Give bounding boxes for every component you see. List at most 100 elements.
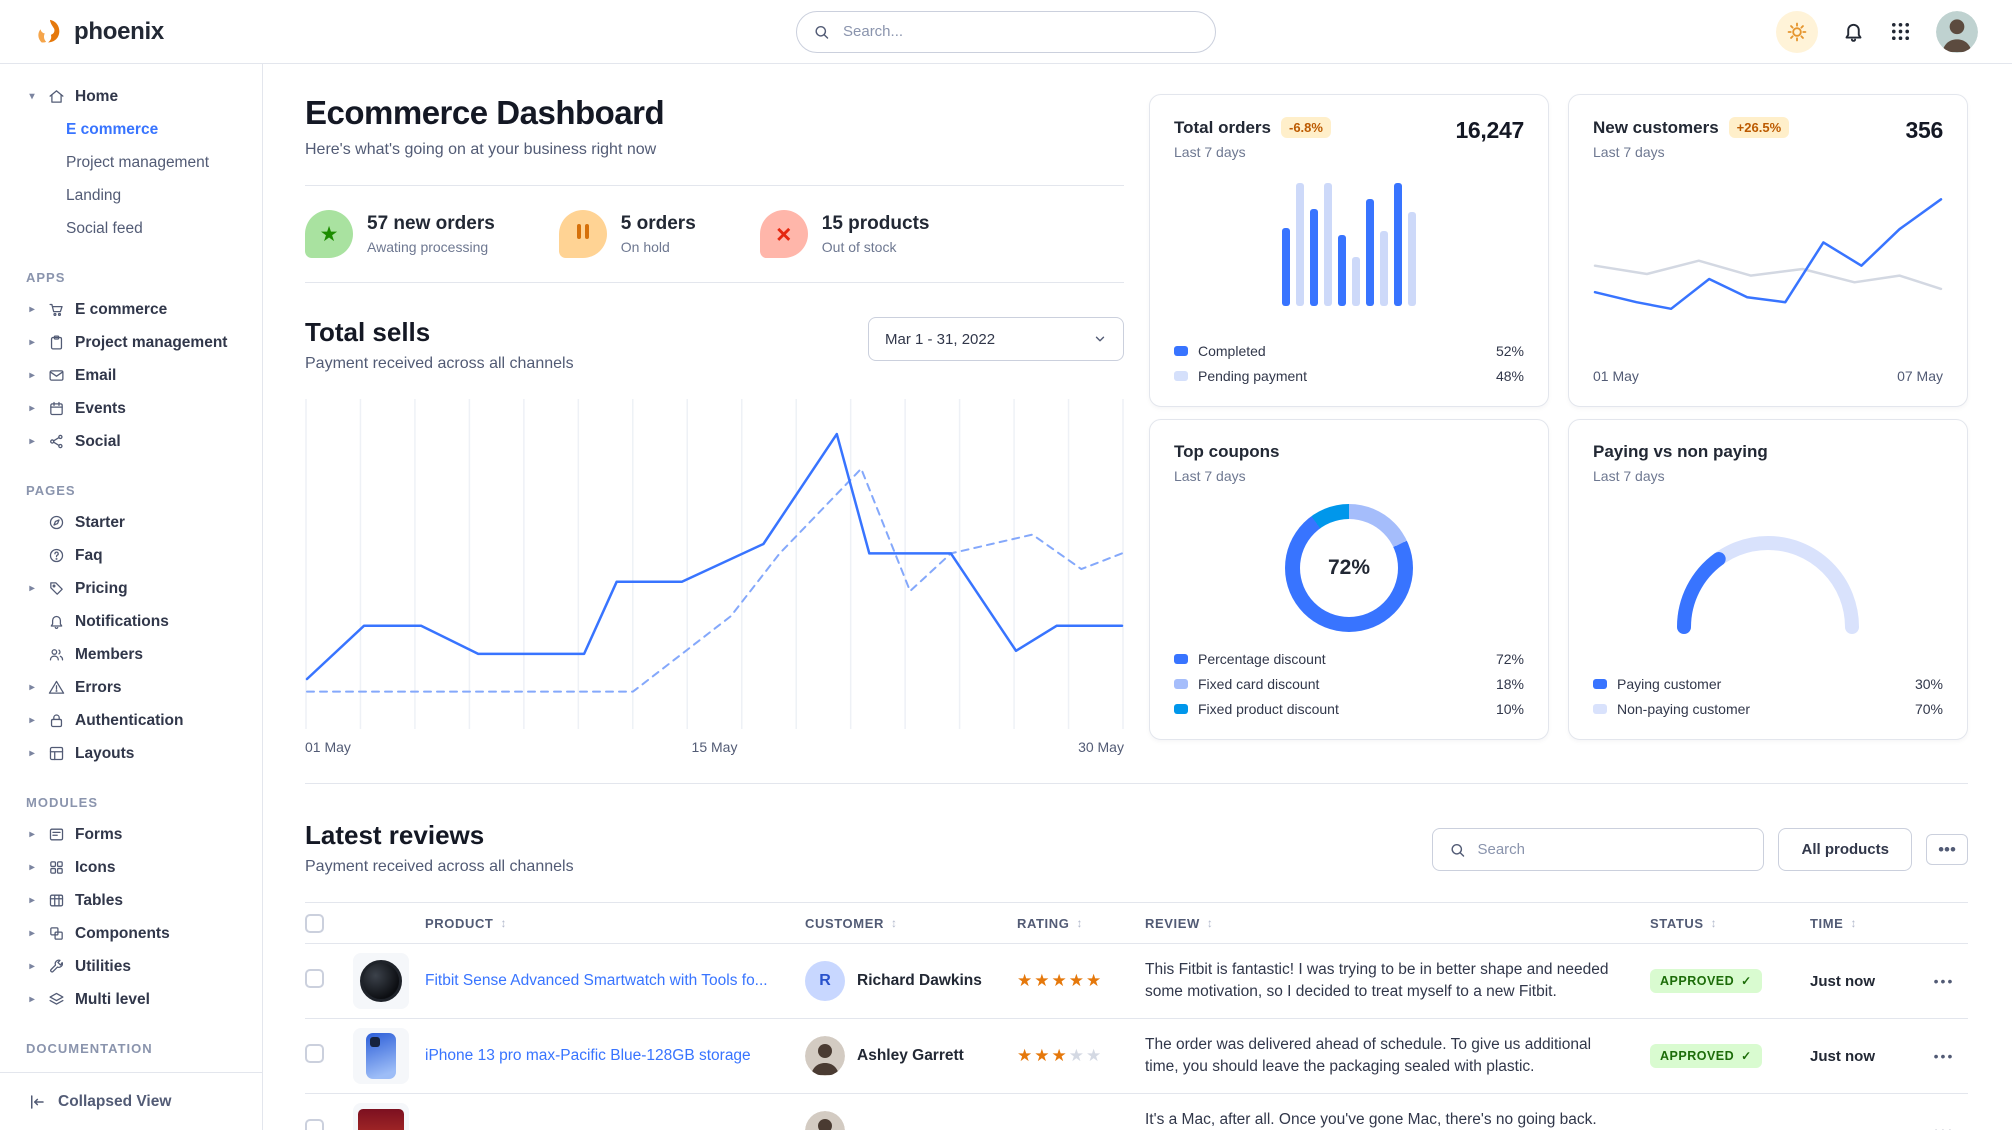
brand-logo[interactable]: phoenix — [34, 17, 164, 47]
select-all-checkbox[interactable] — [305, 913, 324, 933]
row-actions-button[interactable]: ••• — [1920, 1123, 1968, 1130]
paying-title: Paying vs non paying — [1593, 442, 1768, 461]
sidebar-item-label: Errors — [75, 678, 122, 696]
status-badge: APPROVED ✓ — [1650, 1044, 1762, 1068]
topbar: phoenix — [0, 0, 2012, 64]
sidebar-section-label-modules: MODULES — [26, 795, 98, 810]
top-coupons-chart: 72% — [1174, 484, 1524, 651]
sidebar-item-label: Pricing — [75, 579, 128, 597]
reviews-table: PRODUCT ↕ CUSTOMER ↕ RATING ↕ REVIEW ↕ STATU… — [305, 902, 1968, 1130]
chevron-down-icon — [1093, 332, 1107, 346]
avatar[interactable]: R — [805, 961, 845, 1001]
sidebar-item-forms[interactable]: ▸ Forms — [0, 818, 262, 851]
collapse-view-button[interactable]: Collapsed View — [0, 1072, 262, 1130]
sidebar-item-layouts[interactable]: ▸ Layouts — [0, 737, 262, 770]
sidebar-item-starter[interactable]: Starter — [0, 506, 262, 539]
order-bar — [1310, 208, 1318, 306]
check-icon: ✓ — [1741, 974, 1752, 988]
sidebar-item-project-management[interactable]: ▸ Project management — [0, 326, 262, 359]
sidebar-nav: ▾ Home E commerce Project management Landing… — [0, 80, 262, 1057]
table-icon — [48, 892, 65, 909]
sort-icon: ↕ — [1076, 916, 1084, 930]
x-label-end: 07 May — [1897, 368, 1943, 384]
row-checkbox[interactable] — [305, 1044, 324, 1063]
col-rating[interactable]: RATING ↕ — [1017, 915, 1084, 931]
paying-period: Last 7 days — [1593, 468, 1665, 484]
sidebar-item-utilities[interactable]: ▸ Utilities — [0, 950, 262, 983]
share-icon — [48, 433, 65, 450]
sidebar-item-home[interactable]: ▾ Home — [0, 80, 262, 113]
sidebar-item-faq[interactable]: Faq — [0, 539, 262, 572]
sidebar-item-authentication[interactable]: ▸ Authentication — [0, 704, 262, 737]
collapse-view-label: Collapsed View — [58, 1092, 172, 1110]
avatar[interactable] — [805, 1036, 845, 1076]
donut-center-label: 72% — [1300, 518, 1398, 617]
legend-percentage-discount: Percentage discount 72% — [1174, 651, 1524, 667]
all-products-button[interactable]: All products — [1778, 828, 1912, 871]
layout-icon — [48, 745, 65, 762]
sidebar-item-social-feed[interactable]: Social feed — [0, 212, 262, 245]
reviews-more-button[interactable]: ••• — [1926, 834, 1968, 865]
row-checkbox[interactable] — [305, 1119, 324, 1130]
review-text: The order was delivered ahead of schedul… — [1145, 1035, 1592, 1075]
date-range-select[interactable]: Mar 1 - 31, 2022 — [868, 317, 1124, 361]
col-review[interactable]: REVIEW ↕ — [1145, 915, 1214, 931]
col-time[interactable]: TIME ↕ — [1810, 915, 1858, 931]
sidebar-item-landing[interactable]: Landing — [0, 179, 262, 212]
reviews-subtitle: Payment received across all channels — [305, 858, 574, 875]
sidebar-item-components[interactable]: ▸ Components — [0, 917, 262, 950]
topbar-actions — [1776, 10, 1978, 53]
bell-icon[interactable] — [1842, 20, 1865, 43]
sidebar-item-label: Events — [75, 399, 126, 417]
col-status[interactable]: STATUS ↕ — [1650, 915, 1718, 931]
search-input[interactable] — [796, 10, 1216, 53]
total-orders-badge: -6.8% — [1280, 117, 1331, 138]
user-avatar[interactable] — [1936, 10, 1978, 53]
col-product[interactable]: PRODUCT ↕ — [425, 915, 508, 931]
order-bar — [1324, 182, 1332, 306]
check-icon: ✓ — [1741, 1049, 1752, 1063]
avatar[interactable] — [805, 1111, 845, 1130]
row-actions-button[interactable]: ••• — [1933, 1048, 1955, 1064]
dashboard-top-section: Ecommerce Dashboard Here's what's going … — [305, 94, 1968, 784]
sidebar-item-label: Utilities — [75, 957, 131, 975]
sidebar-item-email[interactable]: ▸ Email — [0, 359, 262, 392]
sidebar-item-social[interactable]: ▸ Social — [0, 425, 262, 458]
grid-9-icon[interactable] — [1889, 20, 1912, 43]
sidebar-item-project-management[interactable]: Project management — [0, 146, 262, 179]
product-image[interactable] — [353, 1103, 409, 1130]
customer-name: Richard Dawkins — [857, 972, 982, 989]
new-customers-title: New customers — [1593, 117, 1719, 137]
sidebar-item-tables[interactable]: ▸ Tables — [0, 884, 262, 917]
compass-icon — [48, 514, 65, 531]
row-actions-button[interactable]: ••• — [1933, 973, 1955, 989]
sidebar-item-icons[interactable]: ▸ Icons — [0, 851, 262, 884]
sidebar-item-members[interactable]: Members — [0, 638, 262, 671]
sidebar-item-multi-level[interactable]: ▸ Multi level — [0, 983, 262, 1016]
sidebar-item-events[interactable]: ▸ Events — [0, 392, 262, 425]
sidebar-item-e-commerce[interactable]: E commerce — [0, 113, 262, 146]
product-link[interactable]: Fitbit Sense Advanced Smartwatch with To… — [425, 972, 768, 989]
calendar-icon — [48, 400, 65, 417]
clipboard-icon — [48, 334, 65, 351]
col-customer[interactable]: CUSTOMER ↕ — [805, 915, 898, 931]
reviews-search-input[interactable] — [1432, 828, 1765, 871]
sidebar-item-pricing[interactable]: ▸ Pricing — [0, 572, 262, 605]
legend-value: 70% — [1914, 701, 1943, 717]
stat-label: Awating processing — [367, 239, 489, 255]
theme-toggle-button[interactable] — [1776, 10, 1818, 53]
row-checkbox[interactable] — [305, 969, 324, 988]
sidebar: ▾ Home E commerce Project management Landing… — [0, 64, 263, 1130]
order-bar — [1296, 182, 1304, 306]
sidebar-item-errors[interactable]: ▸ Errors — [0, 671, 262, 704]
sidebar-item-e-commerce[interactable]: ▸ E commerce — [0, 293, 262, 326]
caret-right-icon: ▸ — [29, 304, 35, 315]
legend-value: 52% — [1495, 343, 1524, 359]
sidebar-section-label-apps: APPS — [26, 270, 66, 285]
legend-swatch — [1174, 704, 1188, 714]
stats-row: ★ 57 new orders Awating processing 5 orders… — [305, 185, 1124, 283]
product-image[interactable] — [353, 1028, 409, 1084]
product-image[interactable] — [353, 953, 409, 1009]
product-link[interactable]: iPhone 13 pro max-Pacific Blue-128GB sto… — [425, 1047, 751, 1064]
sidebar-item-notifications[interactable]: Notifications — [0, 605, 262, 638]
